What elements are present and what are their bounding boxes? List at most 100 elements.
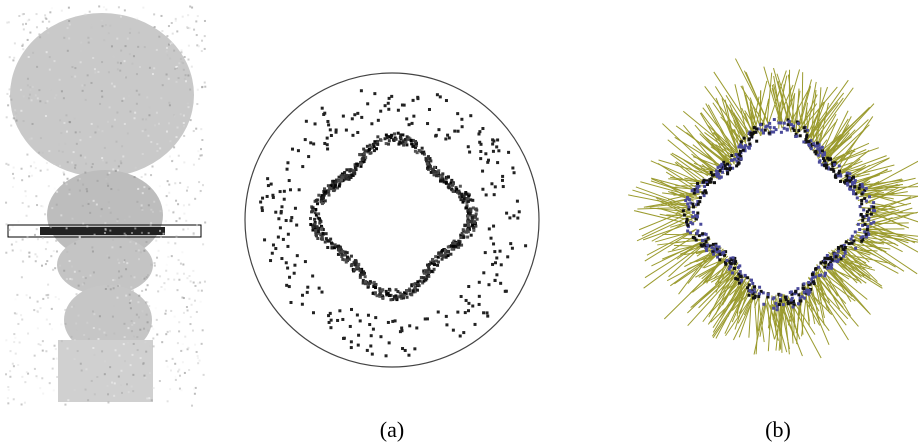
texture-dot: [45, 102, 47, 104]
point: [867, 219, 870, 222]
point: [750, 279, 753, 282]
texture-dot: [118, 262, 120, 264]
texture-dot: [111, 125, 113, 127]
texture-dot: [83, 334, 85, 336]
point: [354, 260, 357, 263]
texture-dot: [8, 21, 10, 23]
texture-dot: [53, 358, 55, 360]
point: [389, 298, 392, 301]
texture-dot: [77, 350, 79, 352]
texture-dot: [161, 30, 163, 32]
point: [338, 185, 341, 188]
texture-dot: [58, 143, 60, 145]
texture-dot: [192, 330, 194, 332]
texture-dot: [22, 202, 24, 204]
texture-dot: [136, 90, 138, 92]
texture-dot: [123, 261, 125, 263]
texture-dot: [12, 226, 14, 228]
point: [779, 121, 782, 124]
point: [309, 223, 312, 226]
point: [861, 219, 864, 222]
point: [329, 238, 332, 241]
point: [816, 142, 819, 145]
point: [272, 196, 275, 199]
point: [849, 187, 852, 190]
texture-dot: [38, 89, 40, 91]
point: [388, 341, 391, 344]
point: [704, 189, 707, 192]
texture-dot: [201, 40, 203, 42]
texture-dot: [148, 305, 150, 307]
point: [279, 226, 282, 229]
texture-dot: [172, 211, 174, 213]
texture-dot: [93, 313, 95, 315]
texture-dot: [166, 195, 168, 197]
point: [350, 340, 353, 343]
texture-dot: [142, 192, 144, 194]
point: [279, 190, 282, 193]
point: [329, 128, 332, 131]
point: [701, 245, 704, 248]
texture-dot: [12, 249, 14, 251]
point: [388, 97, 391, 100]
texture-dot: [131, 354, 133, 356]
point: [507, 151, 510, 154]
texture-dot: [144, 173, 146, 175]
texture-dot: [87, 74, 89, 76]
point: [467, 302, 470, 305]
texture-dot: [191, 304, 193, 306]
point: [803, 297, 806, 300]
point: [739, 270, 742, 273]
texture-dot: [104, 360, 106, 362]
point: [403, 104, 406, 107]
texture-dot: [177, 342, 179, 344]
point: [322, 232, 325, 235]
texture-dot: [146, 397, 148, 399]
texture-dot: [28, 97, 30, 99]
point: [685, 221, 688, 224]
texture-dot: [151, 325, 153, 327]
point: [280, 211, 283, 214]
point: [337, 249, 340, 252]
texture-dot: [92, 57, 94, 59]
texture-dot: [113, 395, 115, 397]
point: [411, 122, 414, 125]
texture-dot: [45, 263, 47, 265]
point: [718, 250, 721, 253]
point: [317, 212, 320, 215]
point: [285, 219, 288, 222]
point: [710, 171, 713, 174]
texture-dot: [101, 90, 103, 92]
texture-dot: [71, 76, 73, 78]
point: [490, 182, 493, 185]
texture-dot: [131, 232, 133, 234]
point: [377, 119, 380, 122]
texture-dot: [107, 183, 109, 185]
texture-dot: [150, 222, 152, 224]
point: [270, 183, 273, 186]
texture-dot: [79, 131, 81, 133]
point: [804, 138, 807, 141]
point: [739, 157, 742, 160]
texture-dot: [81, 84, 83, 86]
texture-dot: [118, 165, 120, 167]
texture-dot: [33, 309, 35, 311]
texture-dot: [123, 98, 125, 100]
point: [446, 134, 449, 137]
point: [456, 112, 459, 115]
texture-dot: [149, 345, 151, 347]
texture-dot: [80, 42, 82, 44]
texture-dot: [135, 243, 137, 245]
point: [757, 295, 760, 298]
texture-dot: [48, 150, 50, 152]
point: [289, 188, 292, 191]
texture-dot: [93, 200, 95, 202]
texture-dot: [171, 42, 173, 44]
point: [326, 147, 329, 150]
texture-dot: [125, 234, 127, 236]
texture-dot: [116, 141, 118, 143]
texture-dot: [36, 377, 38, 379]
texture-dot: [116, 38, 118, 40]
texture-dot: [146, 96, 148, 98]
texture-dot: [139, 329, 141, 331]
